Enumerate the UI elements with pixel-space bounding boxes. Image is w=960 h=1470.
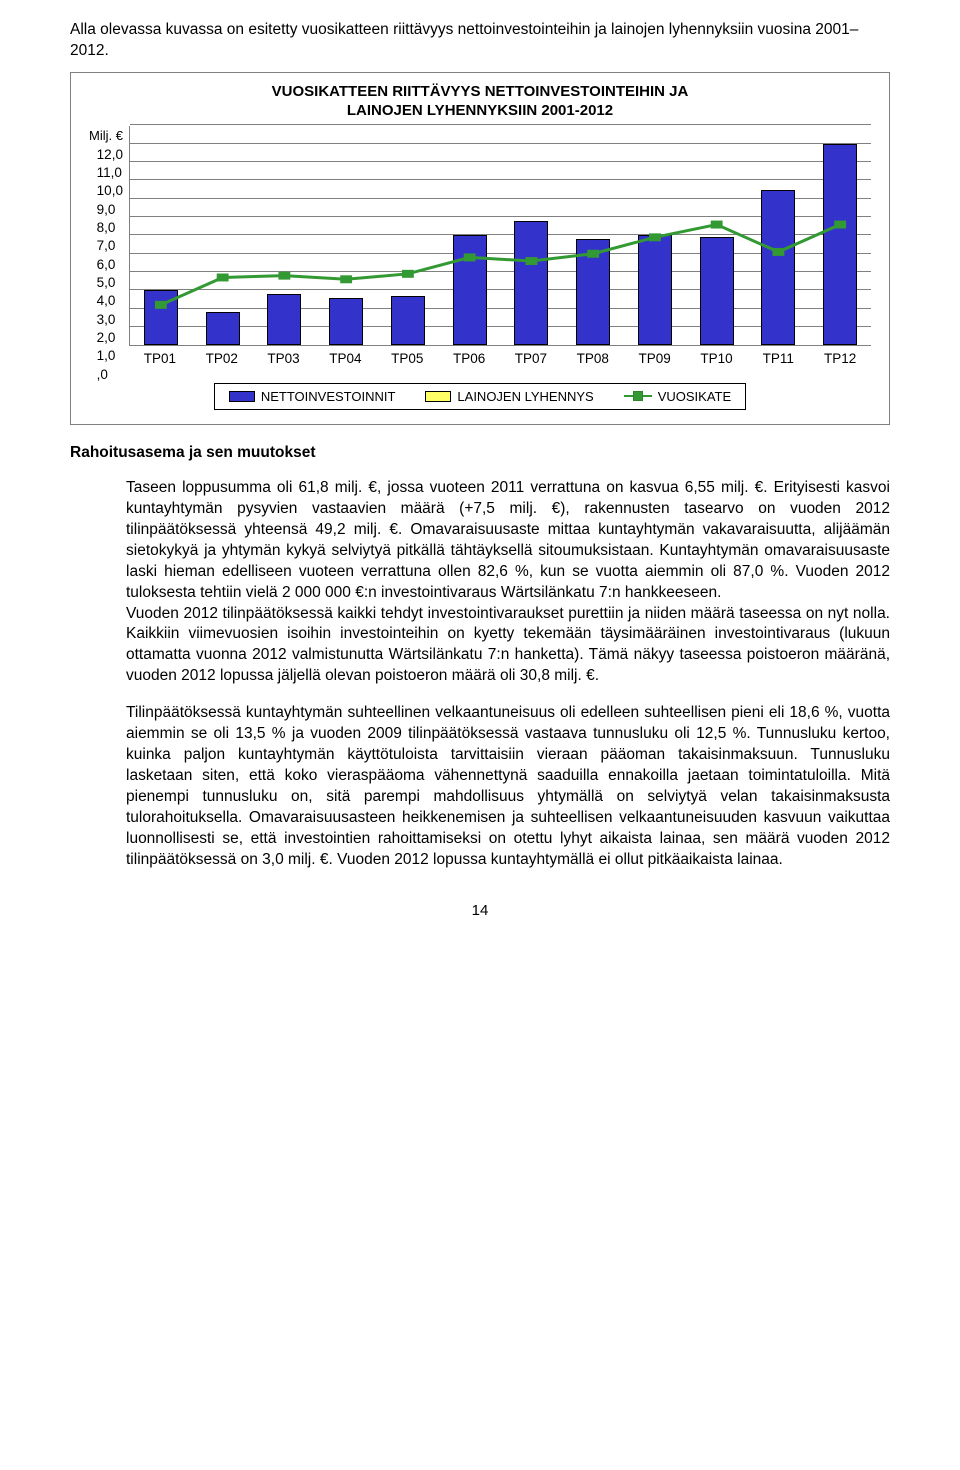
intro-text: Alla olevassa kuvassa on esitetty vuosik… [70,20,890,62]
paragraph-1b-text: Vuoden 2012 tilinpäätöksessä kaikki tehd… [126,605,890,685]
line-marker [711,221,723,229]
paragraph-2: Tilinpäätöksessä kuntayhtymän suhteellin… [126,703,890,870]
line-marker [217,274,229,282]
chart-legend: NETTOINVESTOINNIT LAINOJEN LYHENNYS VUOS… [214,383,746,411]
chart-title: VUOSIKATTEEN RIITTÄVYYS NETTOINVESTOINTE… [89,83,871,121]
line-marker [772,248,784,256]
legend-label: VUOSIKATE [658,388,731,406]
legend-label: NETTOINVESTOINNIT [261,388,396,406]
line-marker [278,272,290,280]
line-marker [834,221,846,229]
x-tick-label: TP01 [129,350,191,368]
x-tick-label: TP03 [253,350,315,368]
legend-item-vuosikate: VUOSIKATE [624,388,731,406]
legend-label: LAINOJEN LYHENNYS [457,388,593,406]
x-tick-label: TP04 [314,350,376,368]
section-heading: Rahoitusasema ja sen muutokset [70,443,890,464]
y-axis-unit: Milj. € [89,127,123,145]
x-tick-label: TP08 [562,350,624,368]
x-tick-label: TP07 [500,350,562,368]
paragraph-1a-text: Taseen loppusumma oli 61,8 milj. €, joss… [126,479,890,601]
x-tick-label: TP06 [438,350,500,368]
x-tick-label: TP10 [686,350,748,368]
chart-title-line1: VUOSIKATTEEN RIITTÄVYYS NETTOINVESTOINTE… [272,83,689,100]
paragraph-1: Taseen loppusumma oli 61,8 milj. €, joss… [126,478,890,687]
line-marker [402,270,414,278]
x-tick-label: TP09 [624,350,686,368]
x-tick-label: TP02 [191,350,253,368]
x-tick-label: TP12 [809,350,871,368]
y-axis: Milj. € ,01,02,03,04,05,06,07,08,09,010,… [89,126,129,368]
x-tick-label: TP11 [747,350,809,368]
legend-item-lainojen-lyhennys: LAINOJEN LYHENNYS [425,388,593,406]
x-axis-labels: TP01TP02TP03TP04TP05TP06TP07TP08TP09TP10… [129,350,871,368]
line-marker [587,250,599,258]
chart-plot-area [129,126,871,346]
line-marker [340,276,352,284]
x-tick-label: TP05 [376,350,438,368]
line-marker [464,254,476,262]
chart-container: VUOSIKATTEEN RIITTÄVYYS NETTOINVESTOINTE… [70,72,890,425]
line-marker [525,257,537,265]
legend-item-nettoinvestoinnit: NETTOINVESTOINNIT [229,388,396,406]
line-marker [649,234,661,242]
line-marker [155,301,167,309]
page-number: 14 [70,901,890,921]
chart-title-line2: LAINOJEN LYHENNYKSIIN 2001-2012 [347,102,613,119]
